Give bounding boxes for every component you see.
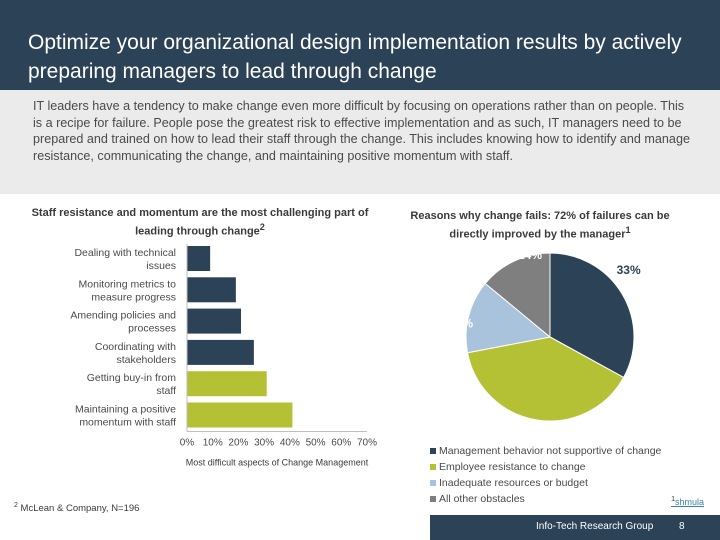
- category-label: Amending policies and processes: [70, 310, 176, 335]
- x-tick-label: 0%: [180, 438, 195, 449]
- legend-label: All other obstacles: [439, 493, 525, 505]
- legend-label: Employee resistance to change: [439, 461, 586, 473]
- page-number: 8: [679, 521, 685, 532]
- footnote-text: McLean & Company, N=196: [20, 503, 140, 515]
- pie-data-label: 14%: [518, 248, 542, 262]
- legend-swatch: [430, 480, 436, 486]
- category-label: Monitoring metrics to measure progress: [79, 278, 177, 303]
- category-label: Maintaining a positive momentum with staf…: [75, 404, 176, 429]
- footnote-sup: 2: [14, 502, 18, 509]
- source-sup: 1: [671, 496, 675, 503]
- legend-item: Employee resistance to change: [430, 459, 661, 475]
- pie-chart-title-sup: 1: [625, 225, 631, 235]
- intro-panel: IT leaders have a tendency to make chang…: [0, 90, 720, 194]
- bar-chart: Dealing with technical issues Monitoring m…: [70, 244, 377, 468]
- x-tick-label: 50%: [306, 438, 326, 449]
- pie-chart: 33% 39% 14% 14%: [449, 248, 641, 440]
- intro-text: IT leaders have a tendency to make chang…: [33, 99, 690, 163]
- bar: [187, 308, 241, 334]
- legend-swatch: [430, 464, 436, 470]
- legend-item: All other obstacles: [430, 491, 661, 507]
- page-title: Optimize your organizational design impl…: [28, 31, 682, 83]
- category-label: Dealing with technical issues: [74, 247, 176, 272]
- pie-chart-title-text: Reasons why change fails: 72% of failure…: [410, 210, 670, 241]
- source-text: shmula: [674, 497, 704, 507]
- pie-data-label: 33%: [617, 263, 641, 277]
- source-link[interactable]: 1shmula: [671, 496, 704, 507]
- legend-swatch: [430, 496, 436, 502]
- x-tick-label: 70%: [357, 438, 377, 449]
- bar-chart-title-text: Staff resistance and momentum are the mo…: [31, 207, 369, 238]
- category-label: Coordinating with stakeholders: [95, 341, 176, 366]
- x-tick-label: 60%: [331, 438, 351, 449]
- legend-item: Inadequate resources or budget: [430, 475, 661, 491]
- header-bar: Optimize your organizational design impl…: [0, 0, 720, 90]
- legend-item: Management behavior not supportive of ch…: [430, 443, 661, 459]
- legend-label: Management behavior not supportive of ch…: [439, 445, 662, 457]
- footnote: 2 McLean & Company, N=196: [14, 502, 139, 514]
- x-tick-label: 30%: [254, 438, 274, 449]
- pie-slice: [549, 252, 635, 379]
- pie-chart-title: Reasons why change fails: 72% of failure…: [405, 209, 675, 242]
- legend-swatch: [430, 448, 436, 454]
- pie-legend: Management behavior not supportive of ch…: [430, 443, 661, 507]
- bar: [187, 402, 293, 428]
- bar: [187, 277, 236, 303]
- bar: [187, 246, 211, 271]
- bar: [187, 371, 267, 397]
- bar-chart-title-sup: 2: [259, 222, 265, 232]
- pie-data-label: 14%: [449, 317, 473, 331]
- category-label: Getting buy-in from staff: [87, 372, 177, 397]
- bar: [187, 339, 254, 365]
- x-tick-label: 10%: [203, 438, 223, 449]
- footer-org: Info-Tech Research Group: [536, 521, 654, 532]
- footer-bar: Info-Tech Research Group 8: [430, 515, 720, 540]
- pie-slice: [484, 252, 551, 339]
- pie-data-label: 39%: [511, 431, 535, 440]
- x-tick-label: 40%: [280, 438, 300, 449]
- legend-label: Inadequate resources or budget: [439, 477, 588, 489]
- bar-chart-title: Staff resistance and momentum are the mo…: [30, 206, 370, 239]
- x-axis-title: Most difficult aspects of Change Managem…: [186, 458, 369, 468]
- pie-slice: [466, 336, 625, 422]
- pie-slice: [465, 282, 552, 354]
- x-tick-label: 20%: [228, 438, 248, 449]
